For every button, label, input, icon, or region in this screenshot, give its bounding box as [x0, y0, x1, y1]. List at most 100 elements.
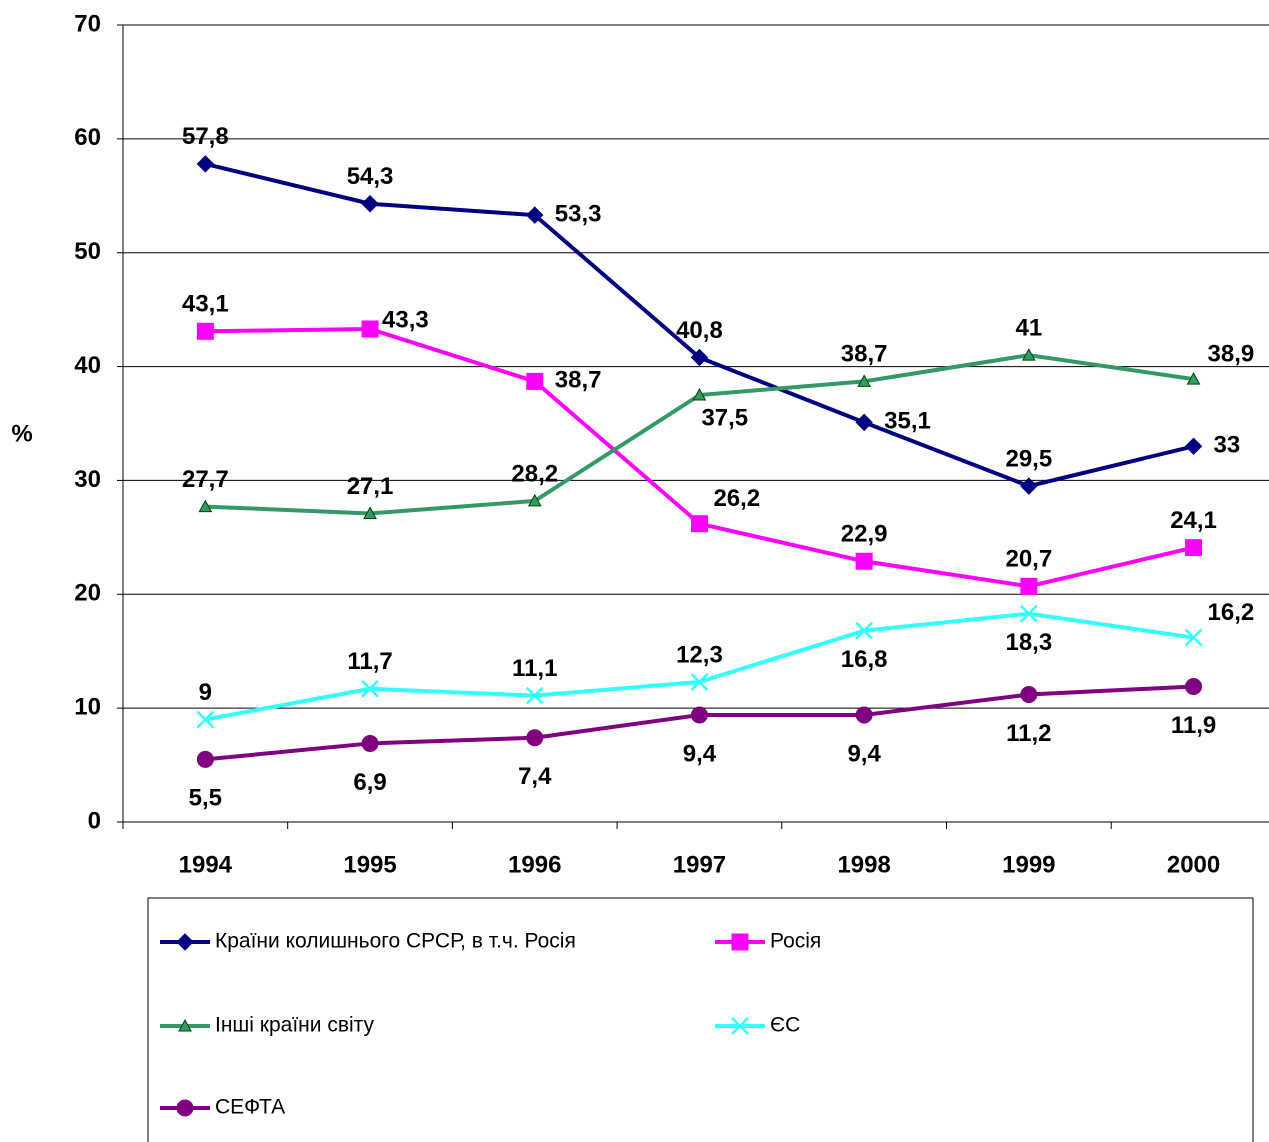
marker-shape: [526, 372, 544, 390]
data-point: [361, 320, 379, 338]
data-label: 9,4: [683, 740, 717, 767]
marker-shape: [363, 506, 377, 519]
marker-shape: [178, 1018, 192, 1032]
marker-shape: [196, 710, 215, 729]
x-tick-label: 1994: [179, 851, 233, 878]
marker-shape: [731, 933, 749, 951]
data-label: 53,3: [555, 200, 602, 227]
data-label: 41: [1015, 315, 1042, 342]
marker-shape: [198, 499, 213, 513]
marker-shape: [525, 686, 544, 705]
marker-shape: [855, 413, 873, 432]
data-point: [1020, 477, 1038, 495]
marker-shape: [1185, 539, 1203, 557]
data-point: [690, 673, 709, 691]
legend-label: ЄС: [770, 1014, 800, 1037]
data-point: [855, 621, 874, 640]
data-point: [692, 387, 707, 401]
legend-box: [147, 897, 1254, 1142]
y-tick-label: 60: [74, 124, 101, 151]
y-tick-label: 10: [74, 693, 101, 720]
data-point: [196, 710, 215, 729]
data-point: [1022, 348, 1036, 361]
data-label: 11,1: [512, 655, 557, 682]
marker-shape: [176, 933, 194, 951]
data-label: 27,7: [182, 466, 229, 493]
marker-shape: [1022, 348, 1036, 361]
marker-shape: [1184, 437, 1203, 455]
marker-shape: [196, 750, 214, 768]
marker-shape: [361, 679, 379, 698]
marker-shape: [690, 515, 708, 533]
data-point: [361, 679, 379, 698]
marker-shape: [857, 374, 871, 387]
data-point: [1185, 539, 1203, 557]
data-point: [855, 413, 873, 432]
legend-label: Росія: [770, 930, 821, 953]
data-point: [198, 499, 213, 513]
data-point: [857, 374, 871, 387]
x-tick-label: 2000: [1167, 851, 1220, 878]
data-point: [1184, 437, 1203, 455]
data-label: 38,7: [555, 367, 602, 394]
data-point: [690, 515, 708, 533]
data-label: 16,2: [1208, 599, 1255, 626]
data-label: 43,1: [182, 291, 229, 318]
marker-shape: [1020, 477, 1038, 495]
data-point: [526, 206, 544, 224]
marker-shape: [1019, 604, 1038, 623]
data-point: [525, 686, 544, 705]
data-label: 16,8: [841, 646, 888, 673]
data-point: [196, 750, 214, 768]
legend-marker: [731, 1017, 749, 1035]
marker-shape: [1186, 372, 1201, 385]
y-tick-label: 50: [74, 238, 101, 265]
data-label: 11,9: [1171, 712, 1216, 739]
marker-shape: [855, 621, 874, 640]
data-label: 11,2: [1006, 720, 1051, 747]
x-tick-label: 1999: [1002, 851, 1055, 878]
data-point: [363, 506, 377, 519]
marker-shape: [855, 706, 873, 724]
data-label: 37,5: [701, 404, 748, 431]
data-label: 12,3: [676, 641, 723, 668]
data-label: 11,7: [347, 648, 392, 675]
data-label: 18,3: [1005, 629, 1052, 656]
data-point: [690, 348, 709, 367]
marker-shape: [855, 552, 873, 570]
data-point: [196, 322, 214, 340]
legend-marker: [176, 933, 194, 951]
data-point: [1020, 685, 1038, 703]
marker-shape: [361, 320, 379, 338]
data-point: [1184, 628, 1203, 647]
data-label: 38,7: [841, 341, 888, 368]
marker-shape: [361, 195, 379, 213]
marker-shape: [196, 322, 214, 340]
marker-shape: [361, 734, 379, 752]
marker-shape: [1185, 678, 1203, 696]
data-point: [1019, 604, 1038, 623]
data-point: [196, 155, 215, 173]
y-tick-label: 0: [88, 807, 101, 834]
data-label: 38,9: [1208, 340, 1255, 367]
legend-marker: [731, 933, 749, 951]
legend-label: Країни колишнього СРСР, в т.ч. Росія: [215, 930, 576, 953]
data-point: [526, 372, 544, 390]
x-tick-label: 1997: [673, 851, 726, 878]
data-label: 28,2: [511, 460, 558, 487]
marker-shape: [1184, 628, 1203, 647]
data-label: 29,5: [1005, 445, 1052, 472]
y-tick-label: 70: [74, 10, 101, 37]
data-point: [1185, 678, 1203, 696]
y-tick-label: 40: [74, 352, 101, 379]
data-point: [1020, 577, 1038, 595]
y-tick-label: 30: [74, 466, 101, 493]
marker-shape: [731, 1017, 749, 1035]
data-label: 26,2: [713, 485, 760, 512]
marker-shape: [690, 706, 708, 724]
data-label: 20,7: [1005, 546, 1052, 573]
marker-shape: [690, 348, 709, 367]
marker-shape: [196, 155, 215, 173]
marker-shape: [1020, 685, 1038, 703]
data-label: 22,9: [841, 521, 888, 548]
